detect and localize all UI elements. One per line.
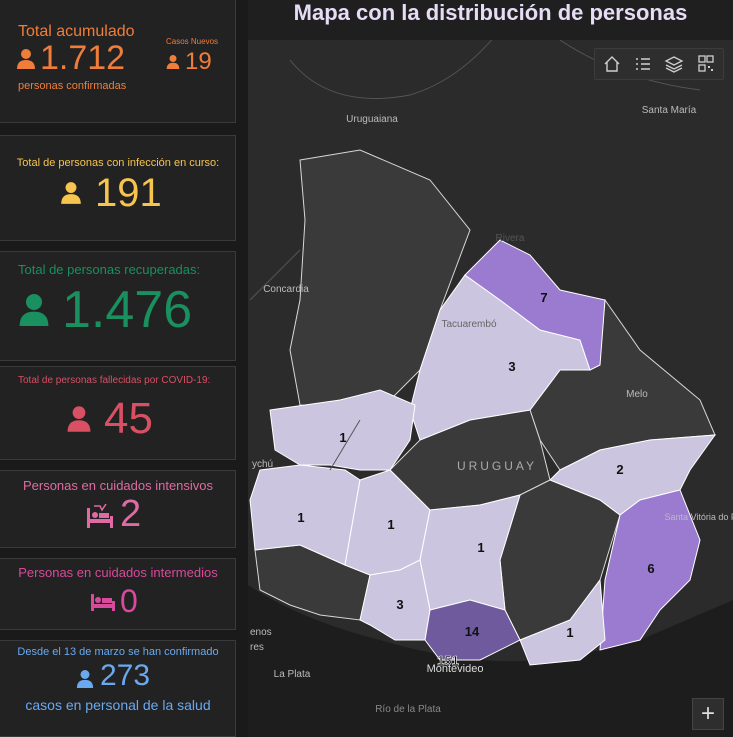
country-label: URUGUAY — [457, 459, 537, 473]
place-label: Río de la Plata — [375, 704, 441, 715]
place-label: Melo — [626, 389, 648, 400]
total-sub: personas confirmadas — [18, 80, 127, 92]
map-view[interactable]: Uruguaiana Santa María Concardia Rivera … — [248, 0, 733, 737]
card-total-accumulated: Total acumulado 1.712 personas confirmad… — [0, 0, 236, 123]
qr-code-icon — [698, 55, 714, 72]
department-treinta-y-tres — [549, 434, 717, 516]
list-icon — [636, 58, 650, 70]
place-label: Rivera — [496, 233, 525, 244]
deceased-value: 45 — [104, 394, 153, 443]
place-label: res — [250, 642, 264, 653]
health-sub: casos en personal de la salud — [25, 697, 211, 713]
intermediate-value: 0 — [120, 583, 138, 619]
department-rivera — [464, 239, 606, 371]
card-recovered: Total de personas recuperadas: 1.476 — [0, 251, 236, 361]
active-value: 191 — [95, 171, 162, 215]
new-cases-label: Casos Nuevos — [166, 37, 219, 46]
department-count: 7 — [540, 290, 547, 305]
department-count: 1 — [297, 510, 304, 525]
person-icon — [19, 294, 49, 326]
place-label: enos — [250, 627, 272, 638]
department-count: 14 — [465, 624, 480, 639]
active-label: Total de personas con infección en curso… — [16, 157, 220, 169]
icu-label: Personas en cuidados intensivos — [22, 478, 214, 493]
card-deceased: Total de personas fallecidas por COVID-1… — [0, 366, 236, 460]
intermediate-label: Personas en cuidados intermedios — [18, 565, 218, 580]
person-icon — [61, 182, 81, 204]
bed-icon — [91, 594, 115, 611]
map-toolbar — [594, 48, 724, 80]
home-button[interactable] — [599, 52, 625, 76]
department-count: 1 — [339, 430, 346, 445]
card-icu: Personas en cuidados intensivos 2 — [0, 470, 236, 548]
legend-button[interactable] — [630, 52, 656, 76]
person-icon — [17, 49, 35, 69]
health-label: Desde el 13 de marzo se han confirmado — [17, 646, 219, 658]
place-label: ychú — [252, 459, 273, 470]
department-count: 1 — [477, 540, 484, 555]
person-icon — [67, 406, 91, 432]
department-canelones — [424, 599, 521, 661]
place-label: Tacuarembó — [441, 319, 496, 330]
qr-button[interactable] — [693, 52, 719, 76]
layers-button[interactable] — [661, 52, 687, 76]
place-label: Concardia — [263, 284, 309, 295]
person-icon — [166, 55, 180, 69]
health-value: 273 — [100, 659, 151, 692]
department-count: 2 — [616, 462, 623, 477]
total-label: Total acumulado — [18, 23, 135, 40]
deceased-label: Total de personas fallecidas por COVID-1… — [18, 375, 211, 386]
department-count: 1 — [566, 625, 573, 640]
layers-icon — [664, 56, 684, 73]
place-label: Santa Vitória do Palmar — [665, 512, 733, 522]
recovered-label: Total de personas recuperadas: — [18, 262, 201, 277]
person-icon — [76, 670, 94, 688]
recovered-value: 1.476 — [62, 281, 193, 339]
map-title: Mapa con la distribución de personas — [248, 0, 733, 40]
card-health-workers: Desde el 13 de marzo se han confirmado 2… — [0, 640, 236, 737]
card-intermediate-care: Personas en cuidados intermedios 0 — [0, 558, 236, 630]
card-active-infections: Total de personas con infección en curso… — [0, 135, 236, 241]
department-count: 3 — [508, 359, 515, 374]
water-body — [248, 585, 733, 737]
department-count: 6 — [647, 561, 654, 576]
place-label: Uruguaiana — [346, 114, 398, 125]
department-maldonado — [519, 578, 606, 666]
icu-value: 2 — [120, 493, 142, 535]
total-value: 1.712 — [40, 39, 126, 77]
place-label: Santa María — [642, 105, 697, 116]
map-canvas: Uruguaiana Santa María Concardia Rivera … — [248, 29, 733, 737]
department-count: 1 — [387, 517, 394, 532]
dashboard-panel: Total acumulado 1.712 personas confirmad… — [0, 0, 248, 737]
bed-patient-icon — [87, 504, 113, 528]
department-count: 3 — [396, 597, 403, 612]
new-cases-value: 19 — [185, 48, 212, 75]
zoom-in-button[interactable]: + — [692, 698, 724, 730]
home-icon — [604, 56, 620, 72]
place-label: La Plata — [274, 669, 311, 680]
department-count: 151 — [437, 653, 459, 668]
place-label: Montevideo — [427, 663, 484, 675]
